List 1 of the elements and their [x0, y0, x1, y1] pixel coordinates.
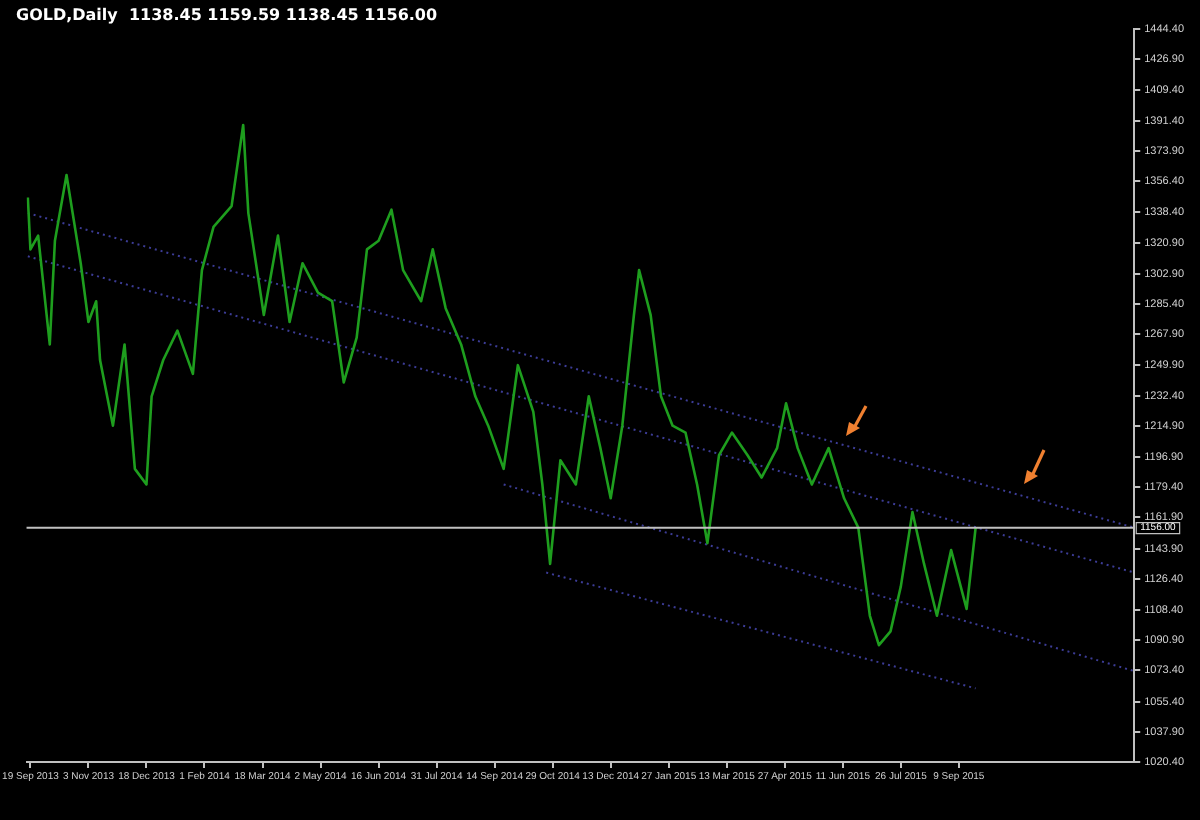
- chart-title: GOLD,Daily 1138.45 1159.59 1138.45 1156.00: [16, 5, 438, 24]
